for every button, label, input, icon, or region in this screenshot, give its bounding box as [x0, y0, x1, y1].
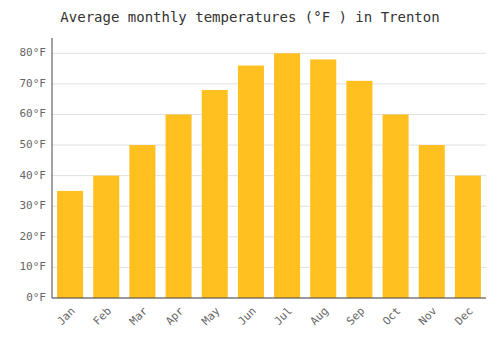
x-tick-label: Aug: [308, 305, 331, 328]
x-tick-label: Feb: [91, 305, 114, 328]
x-tick-label: Nov: [416, 304, 440, 328]
y-tick-labels: 0°F 10°F 20°F 30°F 40°F 50°F 60°F 70°F 80°F: [20, 46, 47, 304]
x-tick-label: Jul: [272, 305, 295, 328]
y-tick-label: 30°F: [20, 199, 47, 212]
y-axis-line: [52, 38, 53, 298]
y-tick-label: 10°F: [20, 260, 47, 273]
grid-line: [52, 53, 486, 54]
bar: [93, 176, 119, 298]
bar: [455, 176, 481, 298]
bar: [346, 81, 372, 298]
y-tick-label: 0°F: [26, 291, 46, 304]
bar: [57, 191, 83, 298]
x-tick-label: Jan: [55, 305, 78, 328]
bar: [274, 53, 300, 298]
bar: [310, 59, 336, 298]
grid-line: [52, 114, 486, 115]
x-tick-label: Jun: [235, 305, 258, 328]
x-tick-label: Apr: [163, 304, 187, 328]
y-tick-label: 20°F: [20, 230, 47, 243]
y-tick-label: 70°F: [20, 77, 47, 90]
bar: [238, 66, 264, 298]
x-tick-label: Mar: [127, 304, 151, 328]
title: Average monthly temperatures (°F ) in Tr…: [60, 9, 439, 25]
bar: [383, 114, 409, 298]
grid-line: [52, 83, 486, 84]
x-tick-labels: Jan Feb Mar Apr May Jun Jul Aug Sep Oct Nov Dec: [55, 304, 476, 328]
bar: [166, 114, 192, 298]
bar: [419, 145, 445, 298]
y-tick-label: 60°F: [20, 107, 47, 120]
y-tick-label: 40°F: [20, 169, 47, 182]
bar: [129, 145, 155, 298]
grid-line: [52, 298, 486, 299]
grid: [52, 53, 486, 298]
x-tick-label: May: [199, 304, 223, 328]
x-tick-label: Oct: [380, 305, 403, 328]
y-tick-label: 80°F: [20, 46, 47, 59]
bar: [202, 90, 228, 298]
chart: Average monthly temperatures (°F ) in Tr…: [0, 0, 500, 350]
bars: [57, 53, 481, 298]
x-tick-label: Sep: [344, 305, 367, 328]
chart-container: Average monthly temperatures (°F ) in Tr…: [0, 0, 500, 350]
y-tick-label: 50°F: [20, 138, 47, 151]
x-tick-label: Dec: [452, 305, 475, 328]
x-axis-line: [52, 298, 486, 299]
